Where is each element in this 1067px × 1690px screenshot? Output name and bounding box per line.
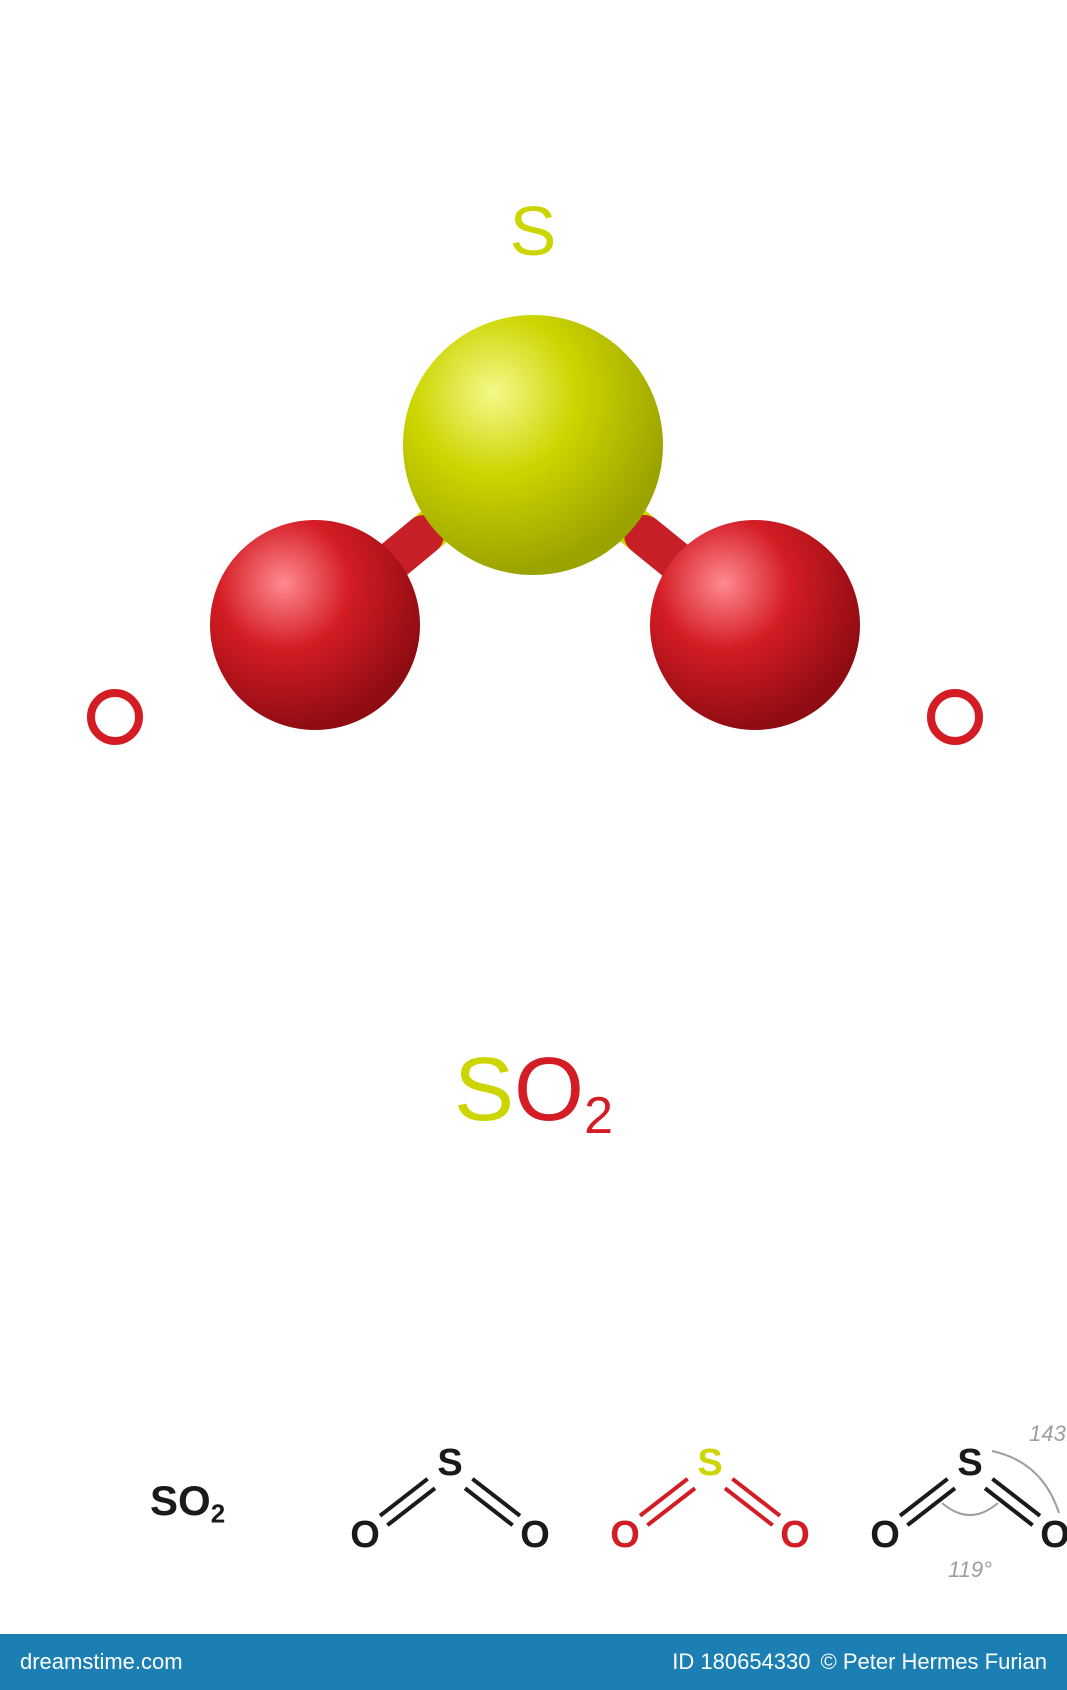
label-S: S [510,192,557,270]
footer-credit: © Peter Hermes Furian [821,1649,1048,1675]
oxygen-atom-right [650,520,860,730]
atom-S-small: S [957,1442,982,1484]
oxygen-atom-left [210,520,420,730]
atom-O-small: O [870,1514,900,1556]
footer-id: ID 180654330 [672,1649,810,1675]
atom-O-small: O [520,1514,550,1556]
dim-angle-label: 119° [948,1557,992,1582]
dim-arc-angle [942,1503,998,1515]
formula-small: SO2 [150,1477,225,1528]
atom-S-small: S [437,1442,462,1484]
page: S SO2 SO2 S O O S O O S O O 143.1 pm 119° dreamstime.… [0,0,1067,1690]
label-O-left [91,693,139,741]
dim-length-label: 143.1 pm [1029,1421,1067,1446]
atom-O-small: O [780,1514,810,1556]
formula-large: SO2 [454,1040,613,1145]
atom-S-small: S [697,1442,722,1484]
footer-bar: dreamstime.com ID 180654330 © Peter Herm… [0,1634,1067,1690]
sulfur-atom [403,315,663,575]
label-O-right [931,693,979,741]
atom-O-small: O [610,1514,640,1556]
atom-O-small: O [350,1514,380,1556]
diagram-stage: S SO2 SO2 S O O S O O S O O 143.1 pm 119° [0,0,1067,1690]
footer-brand: dreamstime.com [20,1649,183,1675]
atom-O-small: O [1040,1514,1067,1556]
